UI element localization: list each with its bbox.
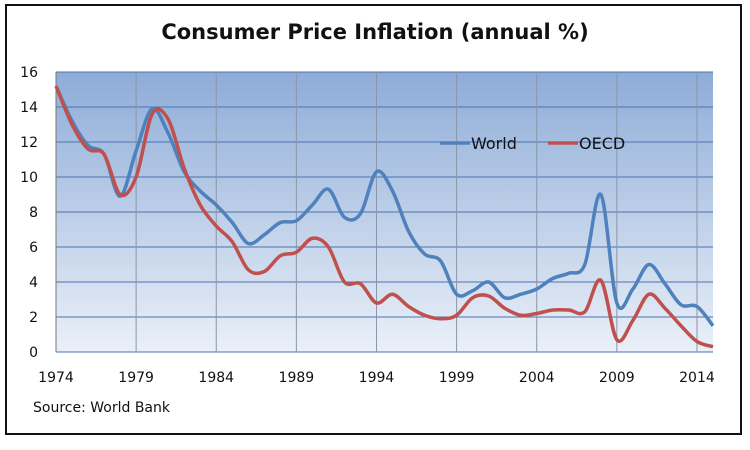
x-tick-label: 1984 <box>198 370 234 386</box>
y-tick-label: 6 <box>29 240 38 256</box>
x-tick-label: 1974 <box>38 370 74 386</box>
x-tick-label: 1999 <box>439 370 475 386</box>
y-tick-label: 4 <box>29 275 38 291</box>
x-tick-label: 2009 <box>599 370 635 386</box>
chart-title: Consumer Price Inflation (annual %) <box>161 20 589 44</box>
legend-label-world: World <box>471 134 517 153</box>
series-line-world <box>54 85 715 327</box>
x-tick-label: 1994 <box>359 370 395 386</box>
x-tick-label: 1989 <box>279 370 315 386</box>
x-tick-label: 2004 <box>519 370 555 386</box>
y-tick-label: 16 <box>20 65 38 81</box>
legend-label-oecd: OECD <box>579 134 625 153</box>
x-tick-label: 1979 <box>118 370 154 386</box>
y-tick-label: 8 <box>29 205 38 221</box>
chart-frame <box>5 4 742 435</box>
y-tick-label: 14 <box>20 100 38 116</box>
y-tick-label: 12 <box>20 135 38 151</box>
series-line-oecd <box>54 85 714 349</box>
source-note: Source: World Bank <box>33 400 170 416</box>
x-tick-label: 2014 <box>679 370 715 386</box>
y-tick-label: 0 <box>29 345 38 361</box>
y-tick-label: 10 <box>20 170 38 186</box>
y-tick-label: 2 <box>29 310 38 326</box>
